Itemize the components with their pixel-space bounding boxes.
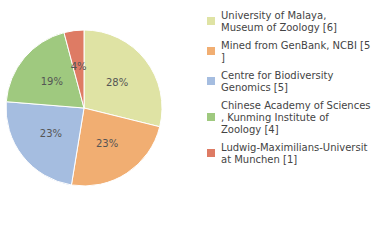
svg-text:4%: 4%: [71, 61, 87, 72]
svg-text:Museum of Zoology [6]: Museum of Zoology [6]: [221, 22, 337, 33]
svg-text:Chinese Academy of Sciences: Chinese Academy of Sciences: [221, 100, 371, 111]
svg-text:]: ]: [221, 52, 225, 63]
svg-text:Genomics [5]: Genomics [5]: [221, 82, 288, 93]
svg-text:Centre for Biodiversity: Centre for Biodiversity: [221, 70, 337, 81]
svg-text:Zoology [4]: Zoology [4]: [221, 124, 279, 135]
svg-text:23%: 23%: [40, 128, 62, 139]
svg-text:19%: 19%: [41, 76, 63, 87]
svg-text:Mined from GenBank, NCBI [5: Mined from GenBank, NCBI [5: [221, 40, 370, 51]
svg-text:University of Malaya,: University of Malaya,: [221, 10, 330, 21]
svg-text:28%: 28%: [106, 77, 128, 88]
svg-text:23%: 23%: [96, 138, 118, 149]
svg-text:at Munchen [1]: at Munchen [1]: [221, 154, 297, 165]
svg-text:, Kunming Institute of: , Kunming Institute of: [221, 112, 332, 123]
svg-text:Ludwig-Maximilians-Universit: Ludwig-Maximilians-Universit: [221, 142, 367, 153]
